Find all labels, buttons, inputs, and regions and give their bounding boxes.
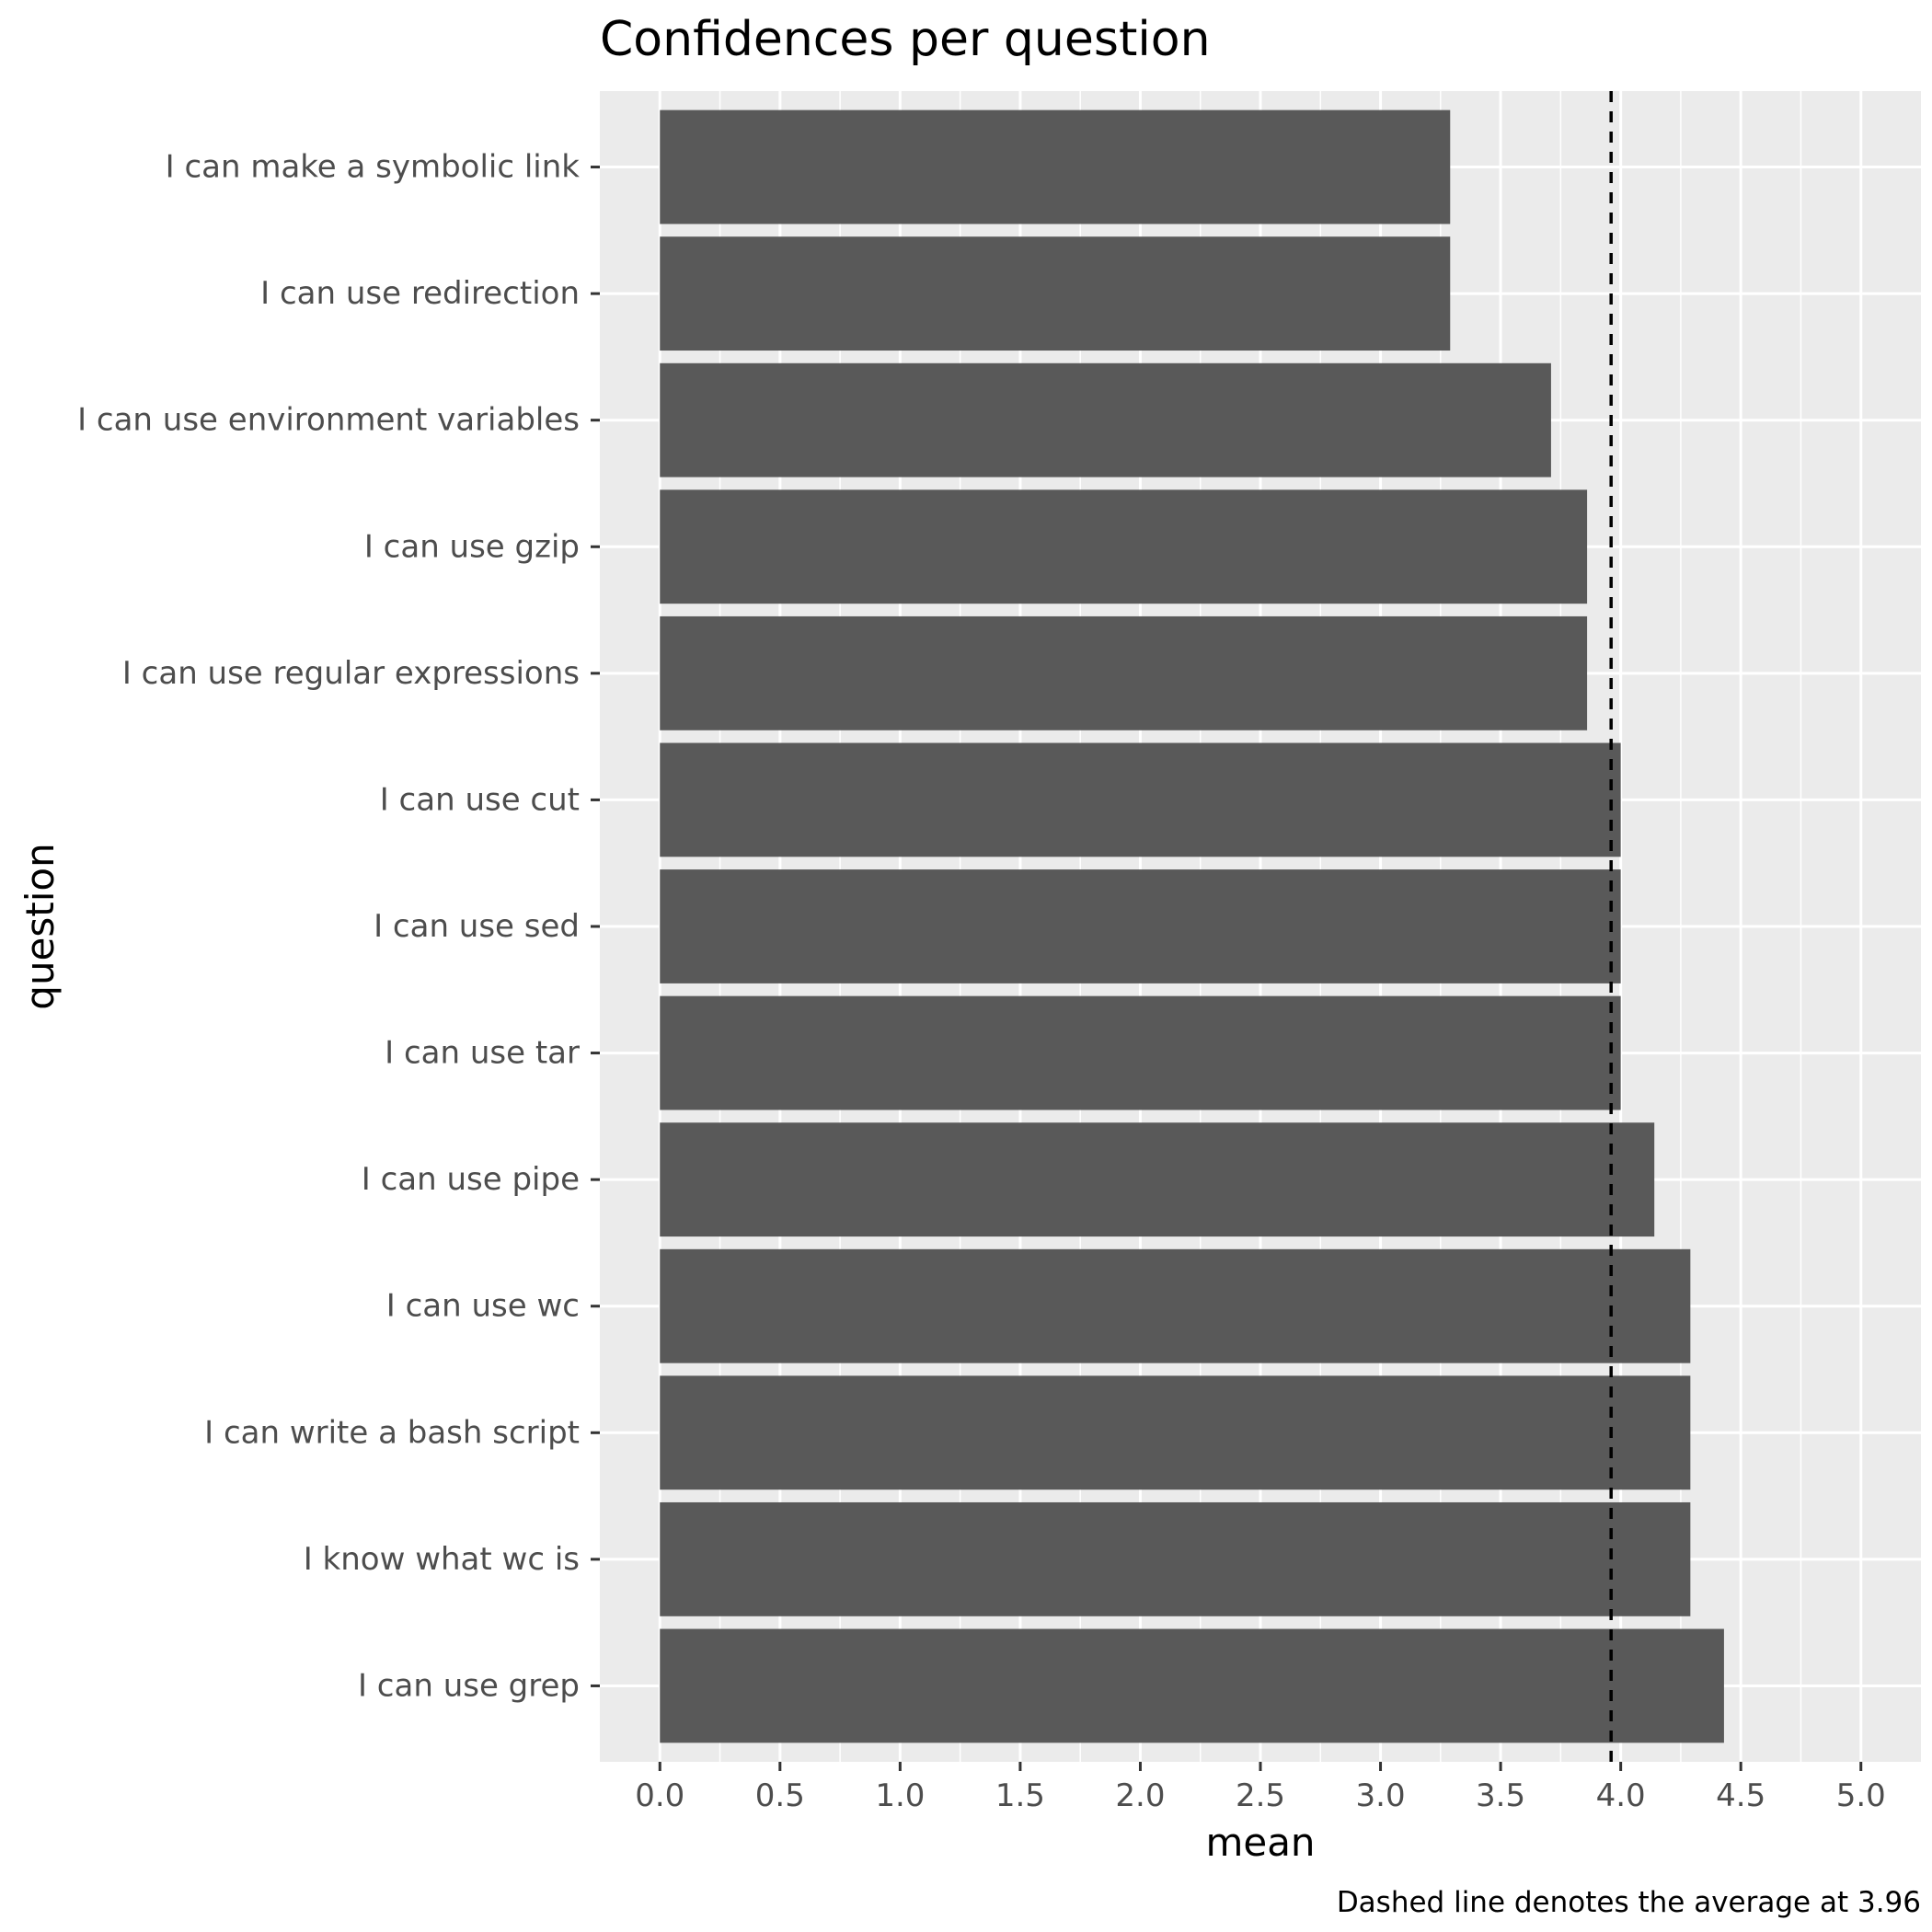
y-tick-label: I can use environment variables xyxy=(77,402,580,439)
y-tick-label: I can use tar xyxy=(385,1035,580,1072)
bar xyxy=(660,869,1621,983)
bar xyxy=(660,1375,1691,1490)
x-tick-label: 0.0 xyxy=(635,1777,684,1814)
y-tick-label: I know what wc is xyxy=(304,1541,580,1578)
x-axis: 0.0 0.5 1.0 1.5 2.0 2.5 3.0 3.5 4.0 4.5 5.0 xyxy=(635,1762,1886,1814)
chart-caption: Dashed line denotes the average at 3.96 xyxy=(1337,1886,1921,1919)
x-tick-label: 4.5 xyxy=(1716,1777,1765,1814)
y-tick-label: I can write a bash script xyxy=(204,1414,580,1451)
x-tick-label: 5.0 xyxy=(1836,1777,1886,1814)
bar xyxy=(660,109,1451,224)
x-tick-label: 2.0 xyxy=(1115,1777,1165,1814)
y-tick-label: I can make a symbolic link xyxy=(166,149,581,186)
y-tick-label: I can use pipe xyxy=(362,1161,580,1198)
bar xyxy=(660,1122,1655,1237)
y-axis-title: question xyxy=(17,843,63,1009)
y-tick-label: I can use wc xyxy=(386,1288,580,1325)
x-tick-label: 0.5 xyxy=(755,1777,805,1814)
x-tick-label: 3.0 xyxy=(1356,1777,1406,1814)
y-tick-label: I can use gzip xyxy=(364,528,580,565)
x-tick-label: 3.5 xyxy=(1476,1777,1525,1814)
chart-title: Confidences per question xyxy=(600,12,1211,67)
x-tick-label: 2.5 xyxy=(1236,1777,1285,1814)
y-tick-label: I can use cut xyxy=(380,781,580,818)
y-tick-label: I can use regular expressions xyxy=(122,655,580,692)
y-axis: I can make a symbolic link I can use redi… xyxy=(77,149,600,1704)
x-tick-label: 1.5 xyxy=(995,1777,1045,1814)
bar xyxy=(660,1628,1724,1743)
bar xyxy=(660,236,1451,351)
bar xyxy=(660,615,1588,730)
bar xyxy=(660,995,1621,1110)
bar xyxy=(660,362,1551,477)
bars xyxy=(660,109,1724,1743)
bar xyxy=(660,1248,1691,1363)
bar xyxy=(660,489,1588,604)
x-axis-title: mean xyxy=(1205,1820,1315,1865)
y-tick-label: I can use redirection xyxy=(260,275,580,312)
bar xyxy=(660,1501,1691,1616)
bar xyxy=(660,742,1621,857)
x-tick-label: 1.0 xyxy=(875,1777,925,1814)
y-tick-label: I can use sed xyxy=(374,908,580,945)
x-tick-label: 4.0 xyxy=(1596,1777,1646,1814)
y-tick-label: I can use grep xyxy=(358,1667,580,1704)
